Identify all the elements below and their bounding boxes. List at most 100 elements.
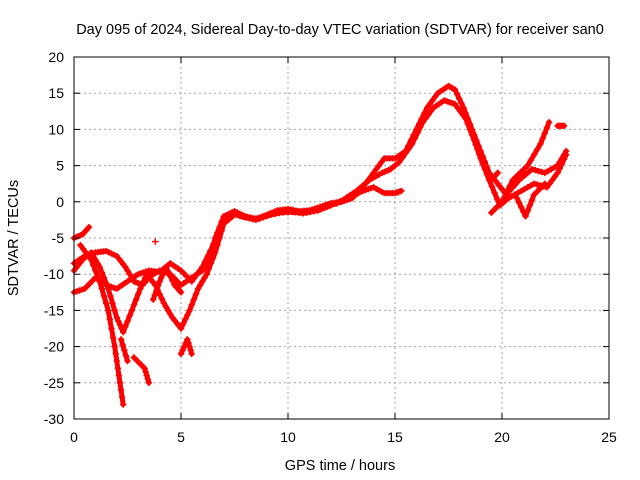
data-point [102,299,110,307]
data-point [108,325,115,332]
data-point [451,86,459,93]
data-point [85,223,93,231]
data-point [116,321,124,329]
data-point [130,301,138,309]
data-point [556,165,563,172]
data-point [164,268,172,275]
data-point [156,278,163,285]
y-tick-label: 0 [56,194,64,210]
data-point [212,249,219,256]
series-trace-6 [117,336,131,365]
data-point [167,272,174,280]
data-point [530,180,538,187]
data-point [117,386,125,394]
data-point [431,93,439,101]
data-point [423,104,431,111]
data-point [118,394,126,401]
data-point [402,149,409,157]
data-point [531,166,539,174]
data-point [106,316,114,323]
data-point [117,336,125,343]
data-point [563,151,570,158]
data-point [122,352,130,359]
data-point [124,357,131,365]
data-point [279,209,286,216]
data-point [242,213,249,220]
data-point [231,211,238,219]
x-tick-label: 15 [387,429,403,445]
data-point [512,180,520,187]
data-point [194,285,202,292]
data-point [479,160,486,167]
y-tick-label: 20 [48,49,64,65]
data-point [541,169,548,177]
data-point [543,124,551,131]
data-point [184,336,191,343]
data-point [199,278,206,285]
data-point [459,111,467,119]
data-point [182,316,189,323]
data-point [145,379,153,386]
y-tick-label: 15 [48,85,64,101]
data-point [466,126,474,133]
series-trace-13 [554,122,568,129]
data-point [161,267,168,274]
data-point [268,210,276,218]
data-point [186,307,193,314]
data-point [520,208,527,215]
data-point [306,207,313,214]
data-point [375,162,383,169]
data-point [90,261,97,269]
data-point [396,158,403,166]
data-point [322,204,329,211]
y-tick-label: -25 [44,375,64,391]
data-point [514,189,522,196]
data-point [535,167,542,175]
data-point [498,198,506,205]
data-point [274,209,281,216]
data-point [548,166,555,173]
data-point [263,212,270,219]
data-point [124,267,131,274]
data-point [199,263,206,271]
data-point [188,350,195,358]
data-point [537,140,544,148]
data-point [534,146,541,153]
data-point [177,289,185,296]
data-point [375,171,383,178]
data-point [560,156,568,163]
series-trace-14 [488,169,501,184]
data-point [179,320,187,328]
data-point [518,187,525,195]
series-trace-7 [130,354,153,386]
data-point [114,365,122,372]
x-tick-label: 0 [70,429,78,445]
data-point [82,249,89,256]
y-tick-label: -10 [44,266,64,282]
data-point [541,129,548,137]
data-point [115,372,123,379]
data-point [426,100,433,108]
series-trace-11 [488,118,553,216]
data-point [154,282,162,290]
data-point [474,146,481,153]
data-point [513,173,520,180]
data-point [522,171,529,178]
x-tick-label: 10 [280,429,296,445]
y-axis-label: SDTVAR / TECUs [6,180,22,296]
data-point [187,347,194,354]
data-point [236,212,244,219]
data-point [135,290,142,298]
data-point [120,401,127,408]
data-point [98,285,106,292]
data-point [530,151,538,158]
data-point [456,95,463,102]
series-trace-3 [70,97,570,336]
chart-title: Day 095 of 2024, Sidereal Day-to-day VTE… [76,22,604,38]
data-point [149,296,157,303]
data-point [169,277,176,284]
data-point [186,343,193,350]
data-point [477,155,484,162]
data-point [468,131,476,139]
data-point [411,135,418,142]
